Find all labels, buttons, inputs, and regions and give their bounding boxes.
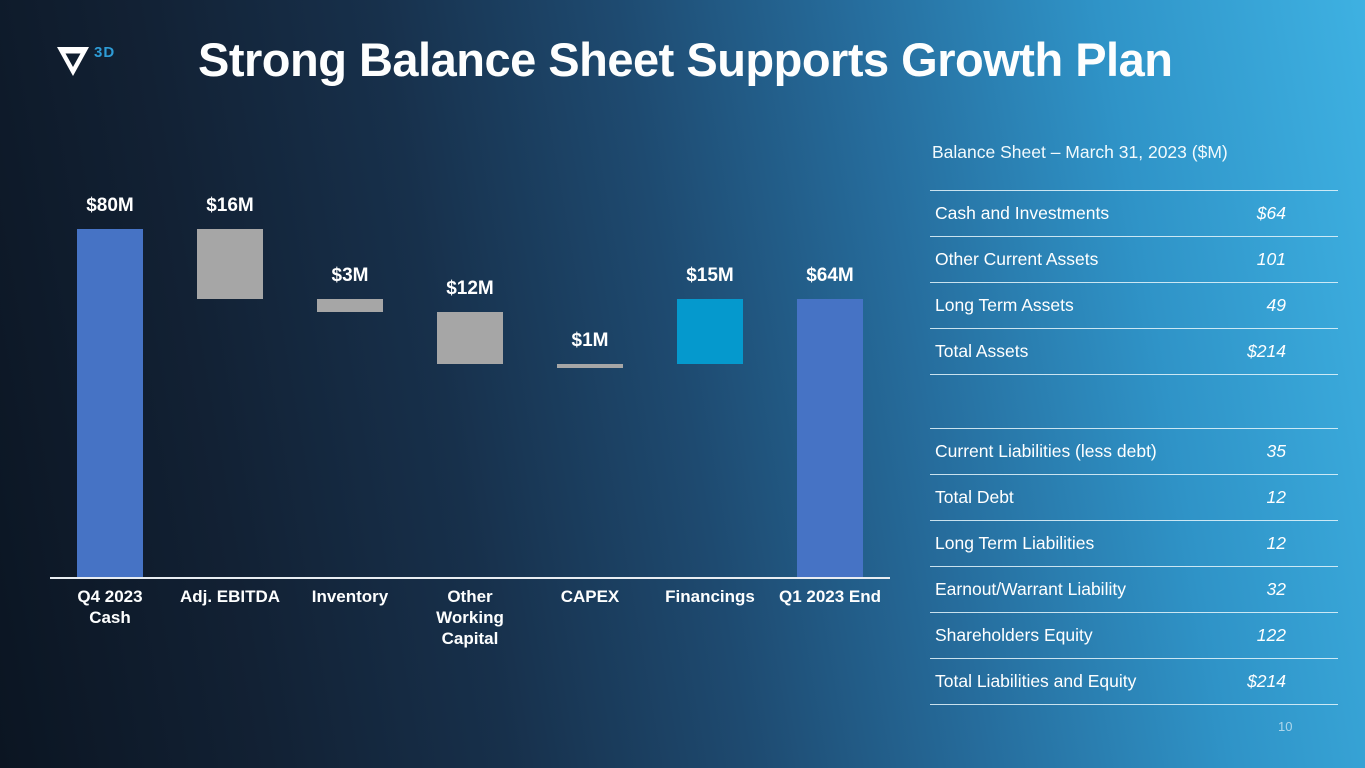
- table-row: Total Debt 12: [930, 475, 1338, 521]
- balance-sheet-panel: Balance Sheet – March 31, 2023 ($M) Cash…: [930, 142, 1338, 705]
- row-label: Current Liabilities (less debt): [935, 441, 1157, 461]
- bar-other-working-capital: [437, 311, 503, 364]
- bar-q4-2023-cash: [77, 229, 143, 577]
- category-label-q4-2023-cash: Q4 2023 Cash: [77, 587, 143, 627]
- row-value: 49: [1266, 295, 1286, 315]
- slide-header: 3D Strong Balance Sheet Supports Growth …: [56, 33, 1173, 88]
- category-label-other-working-capital: Other Working Capital: [436, 587, 504, 648]
- row-label: Earnout/Warrant Liability: [935, 579, 1126, 599]
- category-label-inventory: Inventory: [311, 587, 389, 606]
- row-label: Total Liabilities and Equity: [935, 671, 1137, 691]
- logo-3d-superscript: 3D: [94, 44, 116, 61]
- balance-sheet-table: Cash and Investments $64 Other Current Ass…: [930, 190, 1338, 705]
- table-row: Long Term Assets 49: [930, 283, 1338, 329]
- balance-sheet-title: Balance Sheet – March 31, 2023 ($M): [932, 142, 1228, 162]
- category-label-capex: CAPEX: [560, 587, 620, 606]
- row-value: $214: [1247, 671, 1286, 691]
- row-label: Other Current Assets: [935, 249, 1099, 269]
- category-label-adj-ebitda: Adj. EBITDA: [179, 587, 281, 606]
- row-value: 35: [1266, 441, 1286, 461]
- row-value: 122: [1256, 625, 1286, 645]
- table-row: Shareholders Equity 122: [930, 613, 1338, 659]
- waterfall-plot: $80M $16M $3M $12M $1M $15M $64M: [50, 160, 890, 579]
- bar-inventory: [317, 298, 383, 312]
- table-spacer-row: [930, 375, 1338, 429]
- bar-value-label: $15M: [686, 264, 734, 286]
- bar-value-label: $3M: [331, 264, 369, 286]
- bar-adj-ebitda: [197, 229, 263, 299]
- row-label: Long Term Assets: [935, 295, 1074, 315]
- table-row: Current Liabilities (less debt) 35: [930, 429, 1338, 475]
- row-label: Shareholders Equity: [935, 625, 1093, 645]
- bar-value-label: $1M: [571, 329, 609, 351]
- x-axis-line: [50, 577, 890, 579]
- table-row: Other Current Assets 101: [930, 237, 1338, 283]
- table-row: Long Term Liabilities 12: [930, 521, 1338, 567]
- brand-logo: 3D: [56, 36, 140, 88]
- row-value: $64: [1256, 203, 1286, 223]
- bar-value-label: $64M: [806, 264, 854, 286]
- table-row: Earnout/Warrant Liability 32: [930, 567, 1338, 613]
- category-label-financings: Financings: [665, 587, 755, 606]
- table-row: Cash and Investments $64: [930, 191, 1338, 237]
- row-value: 101: [1256, 249, 1286, 269]
- row-value: 12: [1266, 487, 1286, 507]
- bar-value-label: $80M: [86, 195, 134, 216]
- bar-financings: [677, 298, 743, 364]
- row-label: Long Term Liabilities: [935, 533, 1095, 553]
- table-row: Total Liabilities and Equity $214: [930, 659, 1338, 705]
- waterfall-chart: $80M $16M $3M $12M $1M $15M $64M Q4 2023 Cash Ad…: [50, 160, 890, 680]
- page-number: 10: [1278, 719, 1293, 734]
- bar-capex: [557, 363, 623, 369]
- table-row: Total Assets $214: [930, 329, 1338, 375]
- row-label: Cash and Investments: [935, 203, 1110, 223]
- nabla-triangle-icon: [57, 47, 89, 76]
- row-label: Total Assets: [935, 341, 1029, 361]
- row-value: 12: [1266, 533, 1286, 553]
- bar-value-label: $16M: [206, 195, 254, 216]
- page-title: Strong Balance Sheet Supports Growth Pla…: [198, 33, 1173, 86]
- bar-q1-2023-end: [797, 298, 863, 577]
- row-value: 32: [1266, 579, 1286, 599]
- row-label: Total Debt: [935, 487, 1014, 507]
- category-label-q1-2023-end: Q1 2023 End: [778, 587, 882, 606]
- bar-value-label: $12M: [446, 277, 494, 299]
- row-value: $214: [1247, 341, 1286, 361]
